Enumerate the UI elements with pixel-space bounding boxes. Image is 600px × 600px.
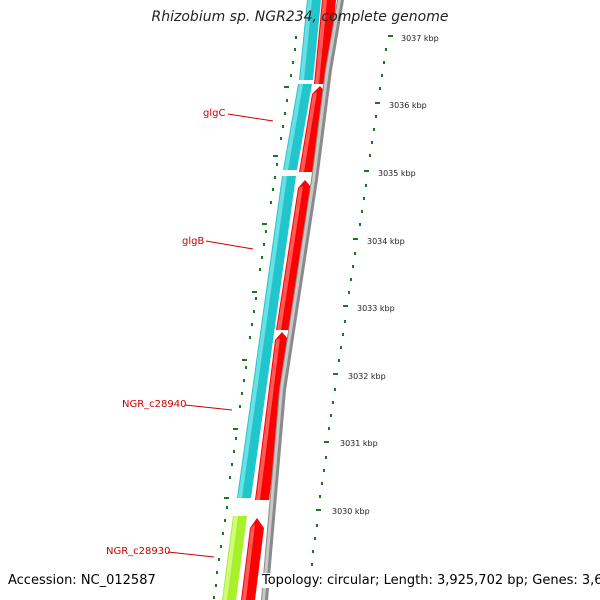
kbp-label-3037: 3037 kbp <box>401 34 439 43</box>
accession-text: Accession: NC_012587 <box>8 573 156 588</box>
kbp-label-3032: 3032 kbp <box>348 372 386 381</box>
kbp-label-3033: 3033 kbp <box>357 304 395 313</box>
inner-tick-track <box>213 36 297 599</box>
kbp-label-3030: 3030 kbp <box>332 507 370 516</box>
gene-label-glgC[interactable]: glgC <box>203 108 225 119</box>
map-title: Rhizobium sp. NGR234, complete genome <box>151 9 449 25</box>
topology-text: Topology: circular; Length: 3,925,702 bp… <box>262 573 600 588</box>
kbp-label-3035: 3035 kbp <box>378 169 416 178</box>
outer-tick-track <box>311 35 393 566</box>
gene-label-glgB[interactable]: glgB <box>182 236 204 247</box>
kbp-label-3036: 3036 kbp <box>389 101 427 110</box>
gene-label-NGR_c28940[interactable]: NGR_c28940 <box>122 399 187 410</box>
kbp-label-3034: 3034 kbp <box>367 237 405 246</box>
kbp-label-3031: 3031 kbp <box>340 439 378 448</box>
gene-label-NGR_c28930[interactable]: NGR_c28930 <box>106 546 171 557</box>
